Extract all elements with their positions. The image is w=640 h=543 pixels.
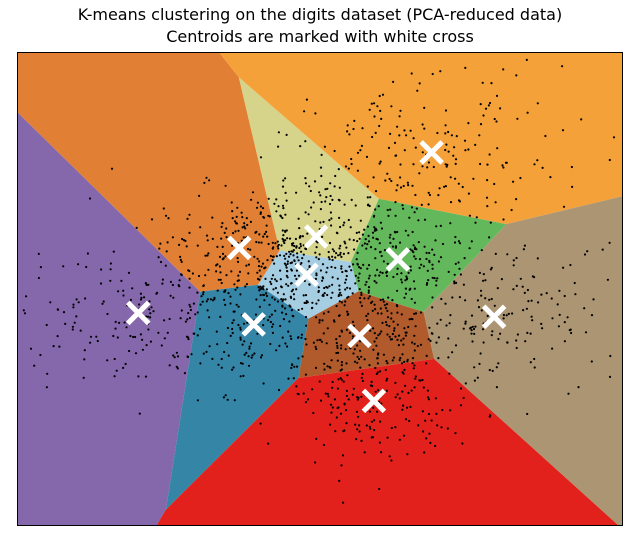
plot-title: K-means clustering on the digits dataset…: [0, 4, 640, 48]
figure: K-means clustering on the digits dataset…: [0, 0, 640, 543]
plot-svg: [18, 53, 623, 526]
plot-area: [17, 52, 623, 526]
title-line-1: K-means clustering on the digits dataset…: [0, 4, 640, 26]
title-line-2: Centroids are marked with white cross: [0, 26, 640, 48]
voronoi-regions: [18, 53, 623, 526]
